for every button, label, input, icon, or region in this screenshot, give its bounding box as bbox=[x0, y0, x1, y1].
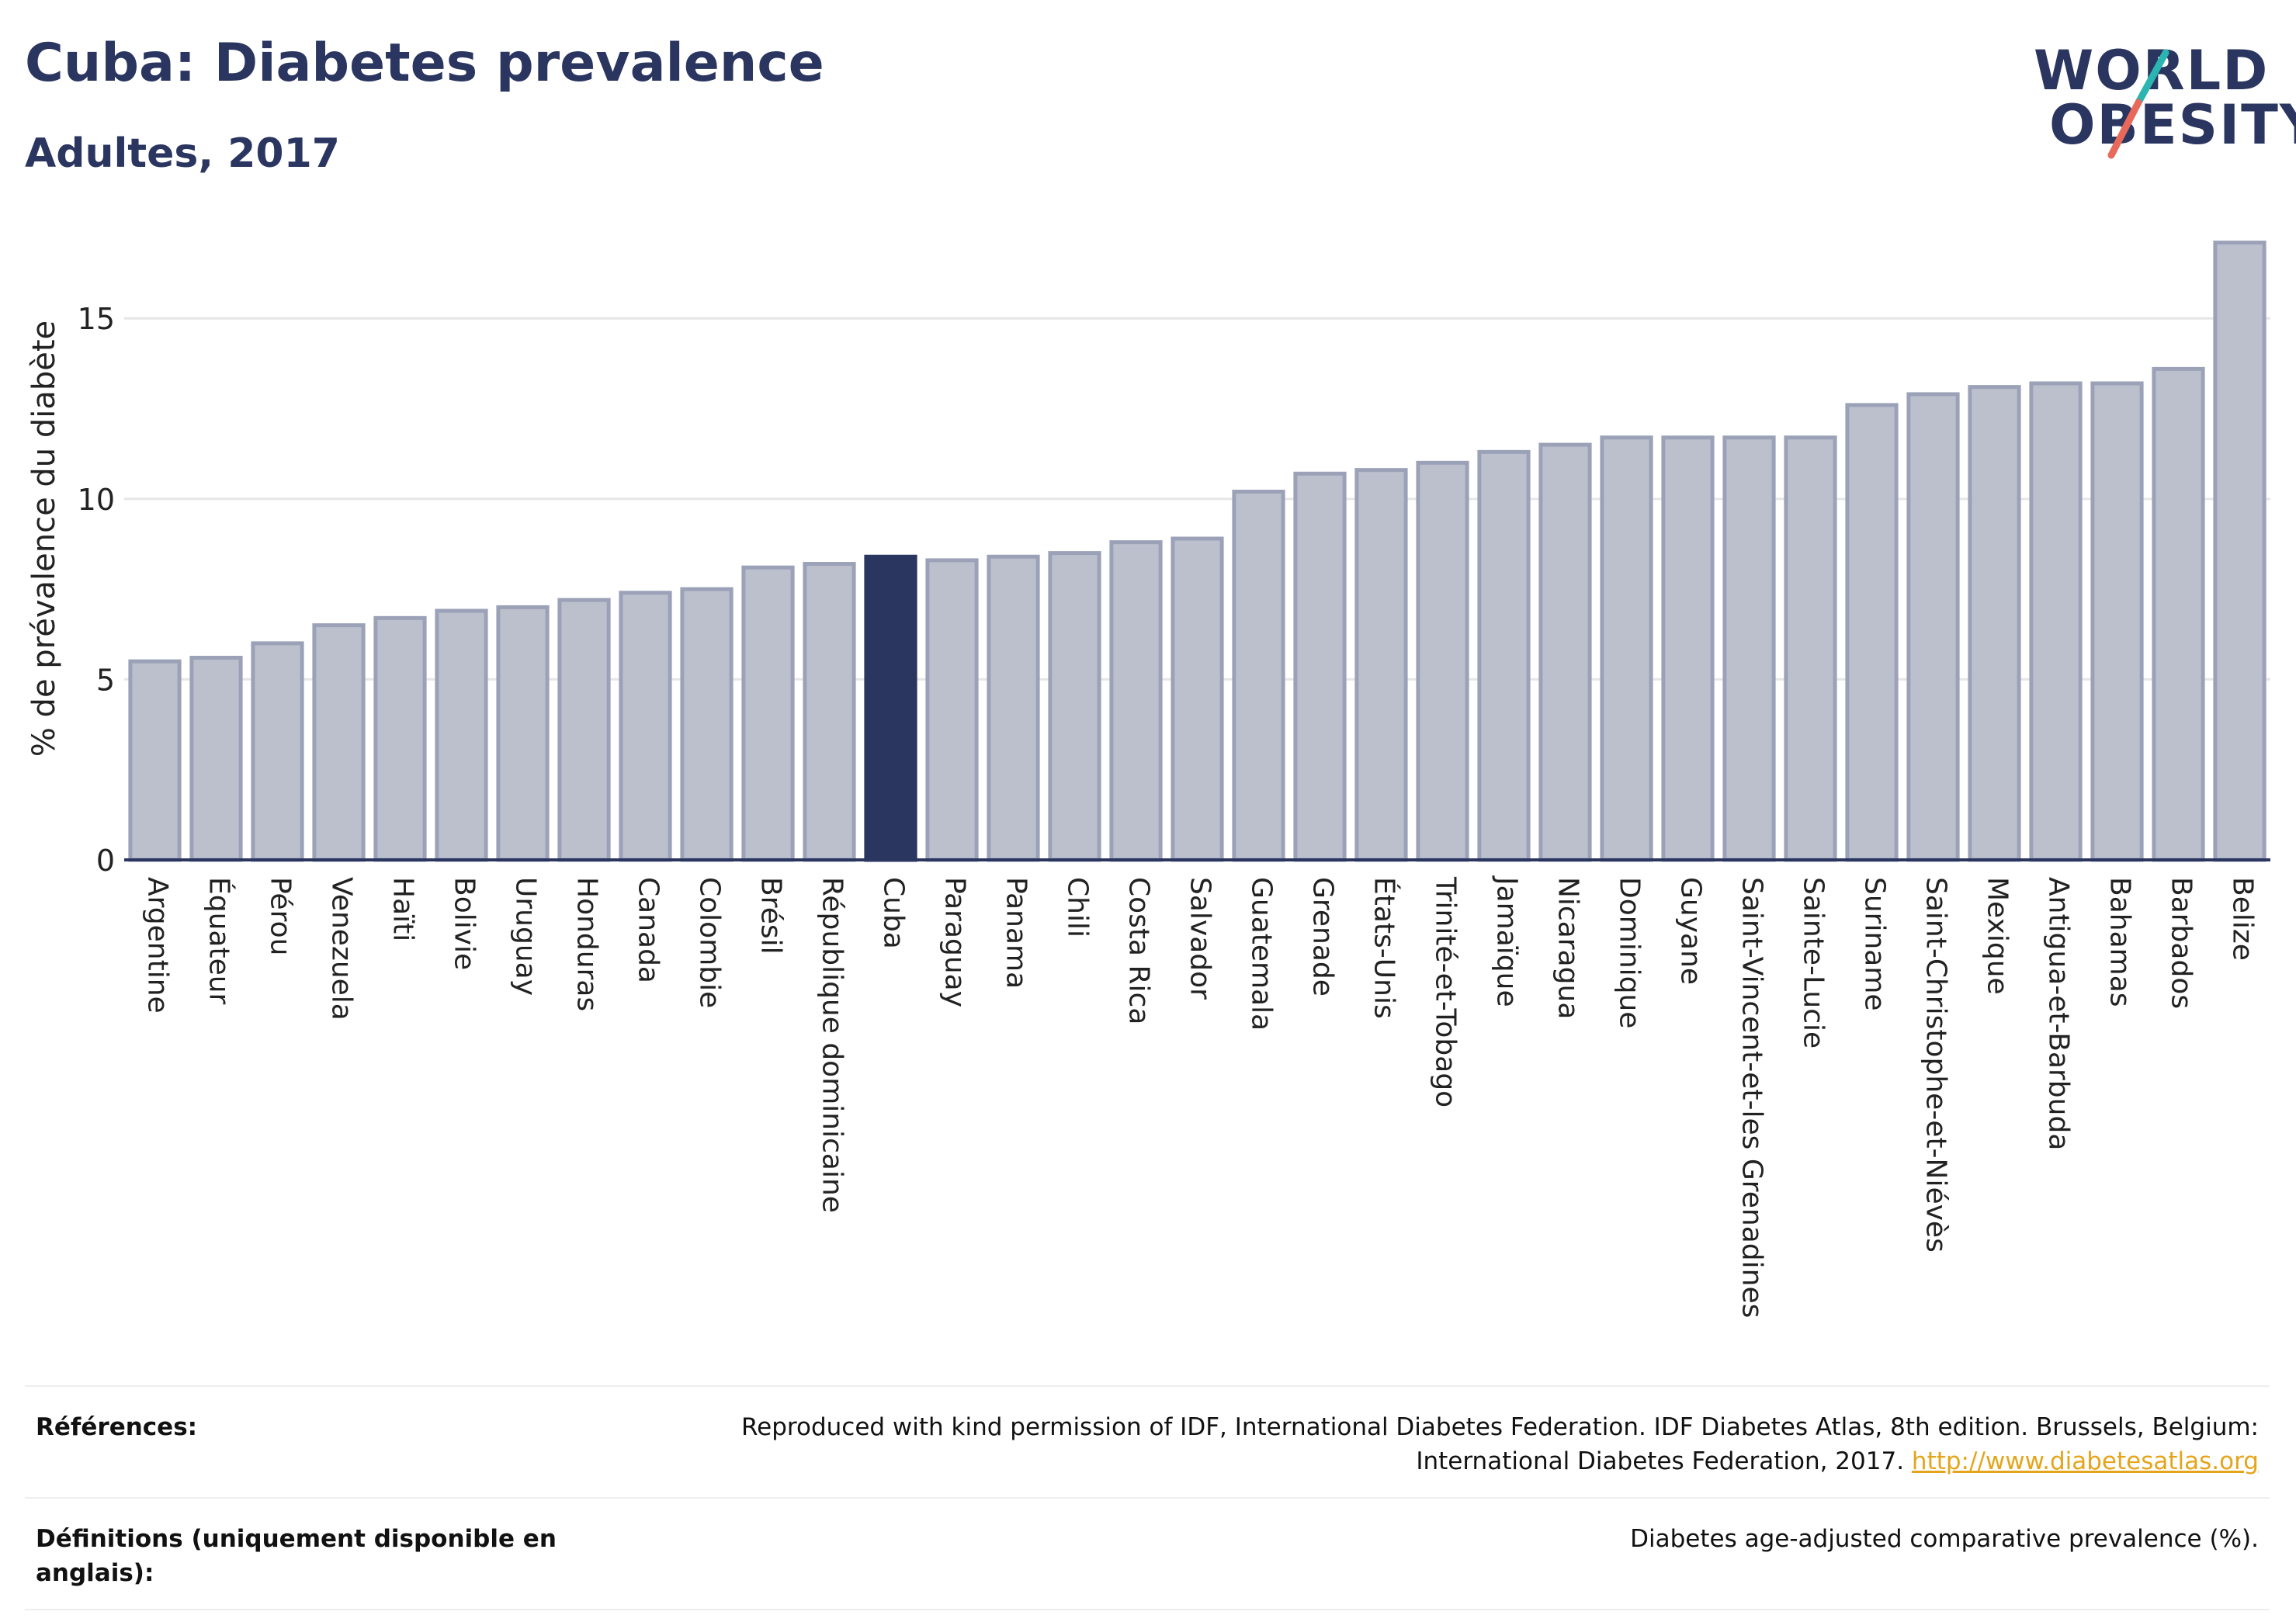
x-tick-label: Venezuela bbox=[326, 877, 358, 1021]
bar bbox=[864, 554, 917, 862]
x-tick-label: Mexique bbox=[1982, 877, 2013, 995]
x-tick-label: Sainte-Lucie bbox=[1798, 877, 1830, 1048]
y-tick-label: 10 bbox=[78, 483, 115, 517]
definitions-text: Diabetes age-adjusted comparative preval… bbox=[1630, 1525, 2259, 1553]
x-tick-label: Argentine bbox=[142, 877, 174, 1014]
bar bbox=[1845, 403, 1899, 862]
references-citation: Reproduced with kind permission of IDF, … bbox=[741, 1413, 2259, 1475]
bar bbox=[1722, 435, 1776, 862]
x-tick-label: Cuba bbox=[878, 877, 910, 949]
bar bbox=[1416, 460, 1469, 862]
bar bbox=[803, 562, 856, 862]
bar bbox=[1906, 392, 1960, 862]
x-tick-label: États-Unis bbox=[1368, 877, 1401, 1019]
x-tick-label: Guatemala bbox=[1246, 877, 1278, 1031]
bar bbox=[1784, 435, 1837, 862]
logo-word-obesity: OBESITY bbox=[2049, 93, 2296, 157]
x-tick-label: Belize bbox=[2227, 877, 2259, 961]
x-tick-label: Équateur bbox=[203, 877, 236, 1005]
world-obesity-logo: WORLD OBESITY bbox=[2026, 31, 2296, 167]
bar bbox=[128, 659, 182, 862]
logo-word-world: WORLD bbox=[2034, 39, 2270, 102]
definitions-label: Définitions (uniquement disponible en an… bbox=[36, 1525, 557, 1587]
x-tick-label: Bolivie bbox=[449, 877, 480, 970]
bar bbox=[619, 591, 672, 862]
y-tick-label: 0 bbox=[96, 844, 115, 878]
bar bbox=[2152, 366, 2205, 862]
x-tick-label: Grenade bbox=[1307, 877, 1339, 996]
x-tick-label: République dominicaine bbox=[817, 877, 848, 1213]
bar bbox=[557, 598, 611, 862]
bar bbox=[1661, 435, 1715, 862]
bar bbox=[373, 615, 427, 862]
x-tick-label: Barbados bbox=[2166, 877, 2197, 1009]
bar bbox=[741, 565, 795, 862]
x-tick-label: Jamaïque bbox=[1491, 875, 1523, 1007]
bar bbox=[2213, 241, 2267, 862]
x-tick-label: Salvador bbox=[1184, 877, 1216, 1000]
bar bbox=[1968, 385, 2021, 862]
x-tick-label: Trinité-et-Tobago bbox=[1430, 876, 1462, 1107]
y-tick-label: 5 bbox=[96, 663, 115, 697]
x-tick-label: Brésil bbox=[755, 877, 787, 955]
references-label: Références: bbox=[36, 1413, 198, 1441]
y-tick-label: 15 bbox=[78, 302, 115, 336]
x-tick-label: Saint-Christophe-et-Niévès bbox=[1920, 877, 1952, 1253]
references-link[interactable]: http://www.diabetesatlas.org bbox=[1911, 1447, 2259, 1475]
x-tick-label: Saint-Vincent-et-les Grenadines bbox=[1736, 877, 1768, 1318]
bar bbox=[1109, 540, 1163, 862]
bar bbox=[925, 558, 979, 862]
bar bbox=[1600, 435, 1653, 862]
bar bbox=[1477, 449, 1531, 862]
bar bbox=[189, 656, 243, 862]
references-text: Reproduced with kind permission of IDF, … bbox=[706, 1410, 2259, 1478]
bar bbox=[1293, 471, 1347, 862]
bar bbox=[1354, 468, 1408, 862]
x-tick-label: Costa Rica bbox=[1123, 877, 1155, 1024]
x-tick-label: Paraguay bbox=[939, 877, 971, 1007]
bar bbox=[1171, 536, 1224, 862]
bar bbox=[435, 608, 488, 862]
x-tick-label: Uruguay bbox=[510, 877, 542, 996]
y-axis-label: % de prévalence du diabète bbox=[26, 321, 62, 757]
x-tick-label: Bahamas bbox=[2104, 877, 2136, 1007]
x-tick-label: Antigua-et-Barbuda bbox=[2043, 877, 2075, 1150]
bar bbox=[2090, 381, 2144, 862]
chart-title: Cuba: Diabetes prevalence bbox=[25, 33, 824, 94]
x-tick-label: Panama bbox=[1001, 877, 1032, 989]
x-tick-label: Honduras bbox=[571, 877, 603, 1011]
x-tick-label: Haïti bbox=[387, 877, 419, 941]
x-tick-label: Canada bbox=[633, 877, 664, 983]
chart-subtitle: Adultes, 2017 bbox=[25, 130, 340, 177]
definitions-row: Définitions (uniquement disponible en an… bbox=[25, 1497, 2270, 1610]
x-tick-label: Dominique bbox=[1614, 877, 1646, 1028]
logo-slash-icon bbox=[2107, 49, 2169, 159]
x-tick-label: Guyane bbox=[1675, 877, 1707, 985]
bar bbox=[1232, 490, 1285, 862]
bar bbox=[680, 587, 734, 862]
x-tick-label: Colombie bbox=[694, 877, 726, 1008]
x-tick-label: Suriname bbox=[1859, 877, 1891, 1011]
bar bbox=[496, 605, 550, 862]
bar bbox=[312, 623, 366, 862]
bar bbox=[2029, 381, 2083, 862]
references-row: Références: Reproduced with kind permiss… bbox=[25, 1385, 2270, 1497]
x-tick-label: Pérou bbox=[265, 877, 297, 955]
x-tick-label: Nicaragua bbox=[1552, 877, 1584, 1019]
references-table: Références: Reproduced with kind permiss… bbox=[25, 1385, 2270, 1610]
bar bbox=[1048, 551, 1101, 862]
bar bbox=[1538, 442, 1592, 862]
bar bbox=[251, 641, 304, 862]
bar bbox=[987, 554, 1040, 862]
bar-chart: 0 5 10 15 % de prévalence du diabète Argentin… bbox=[26, 241, 2270, 1318]
x-tick-label: Chili bbox=[1062, 877, 1094, 938]
